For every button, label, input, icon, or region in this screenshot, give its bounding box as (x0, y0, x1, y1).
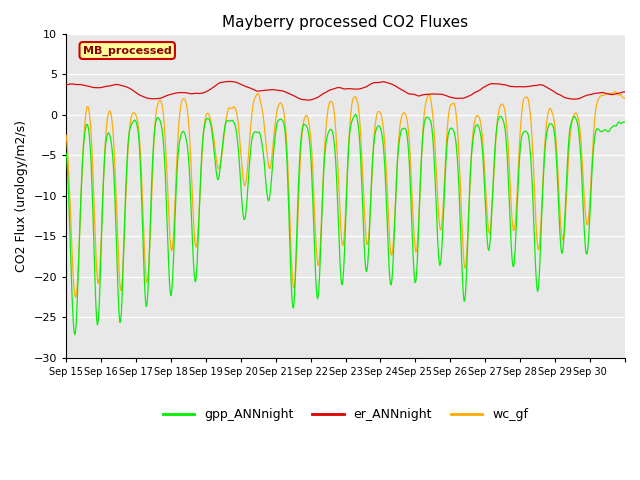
Y-axis label: CO2 Flux (urology/m2/s): CO2 Flux (urology/m2/s) (15, 120, 28, 272)
Text: MB_processed: MB_processed (83, 46, 172, 56)
Legend: gpp_ANNnight, er_ANNnight, wc_gf: gpp_ANNnight, er_ANNnight, wc_gf (158, 403, 533, 426)
Title: Mayberry processed CO2 Fluxes: Mayberry processed CO2 Fluxes (223, 15, 468, 30)
